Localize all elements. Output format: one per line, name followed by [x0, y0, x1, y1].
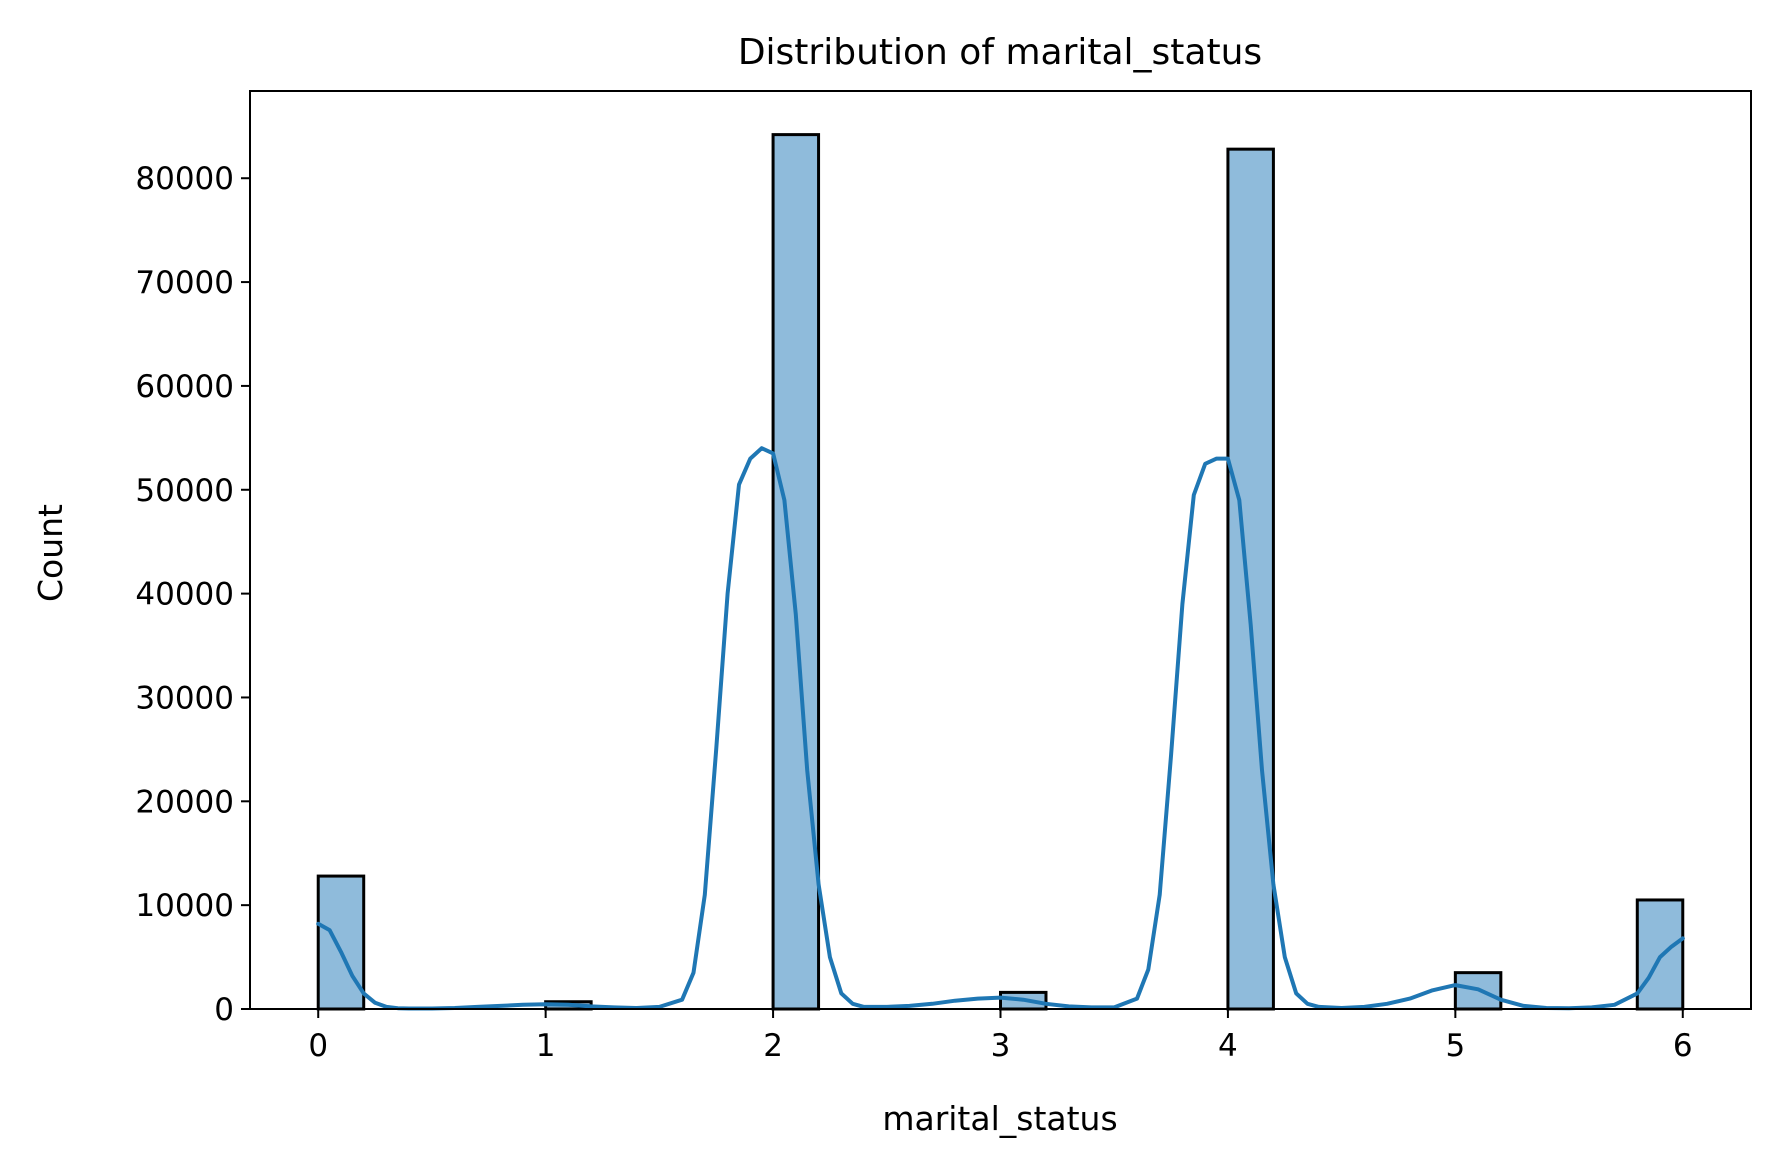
y-tick-label: 50000 — [135, 473, 234, 509]
chart-title: Distribution of marital_status — [738, 32, 1262, 73]
y-axis-ticks: 0 10000 20000 30000 40000 50000 60000 70000 8000… — [135, 161, 250, 1028]
kde-line — [316, 446, 1685, 1011]
y-tick-label: 10000 — [135, 888, 234, 924]
y-tick-label: 60000 — [135, 369, 234, 405]
x-tick-label: 2 — [763, 1028, 783, 1064]
y-tick-label: 70000 — [135, 265, 234, 301]
y-tick-label: 20000 — [135, 784, 234, 820]
plot-area-frame — [249, 90, 1752, 1010]
x-tick-label: 6 — [1673, 1028, 1693, 1064]
kde-curve-group — [316, 446, 1685, 1011]
x-axis-ticks: 0 1 2 3 4 5 6 — [308, 1009, 1693, 1064]
histogram-bar-4 — [1226, 147, 1275, 1011]
x-axis-label: marital_status — [882, 1099, 1117, 1138]
histogram-bar-2 — [771, 133, 821, 1011]
y-tick-label: 40000 — [135, 577, 234, 613]
y-tick-label: 30000 — [135, 680, 234, 716]
x-tick-label: 5 — [1445, 1028, 1465, 1064]
x-tick-label: 0 — [308, 1028, 328, 1064]
y-tick-label: 80000 — [135, 161, 234, 197]
x-tick-label: 1 — [536, 1028, 556, 1064]
x-tick-label: 4 — [1218, 1028, 1238, 1064]
histogram-bar-0 — [316, 874, 366, 1011]
y-axis-label: Count — [31, 504, 70, 602]
x-tick-label: 3 — [991, 1028, 1011, 1064]
y-tick-label: 0 — [214, 992, 234, 1028]
